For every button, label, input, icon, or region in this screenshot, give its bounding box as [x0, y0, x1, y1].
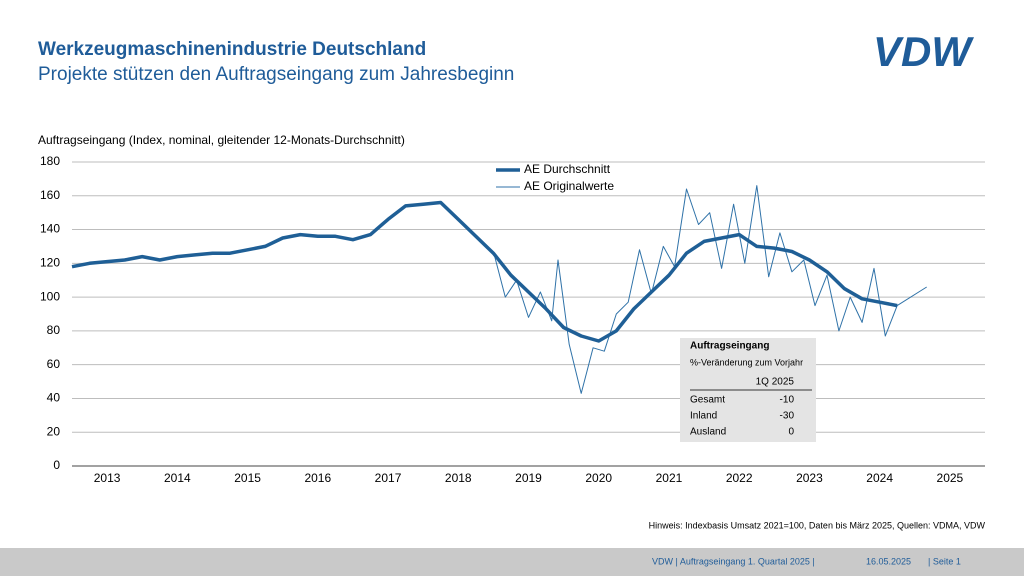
x-tick-label: 2023 — [796, 471, 823, 485]
footer-date: 16.05.2025 — [866, 556, 911, 566]
legend-label: AE Originalwerte — [524, 179, 614, 193]
y-tick-label: 120 — [40, 256, 60, 270]
inset-column: 1Q 2025 — [756, 377, 795, 388]
x-tick-label: 2025 — [937, 471, 964, 485]
title: Werkzeugmaschinenindustrie Deutschland — [38, 39, 426, 60]
x-tick-label: 2022 — [726, 471, 753, 485]
x-tick-label: 2019 — [515, 471, 542, 485]
inset-row-label: Inland — [690, 411, 717, 422]
footer-bar — [0, 548, 1024, 576]
y-tick-label: 80 — [47, 323, 61, 337]
x-tick-label: 2013 — [94, 471, 121, 485]
footer-page: | Seite 1 — [928, 556, 961, 566]
x-tick-label: 2014 — [164, 471, 191, 485]
logo: VDW — [873, 28, 974, 75]
inset-row-value: 0 — [788, 427, 794, 438]
y-tick-label: 0 — [53, 458, 60, 472]
inset-row-value: -30 — [780, 411, 795, 422]
y-tick-label: 160 — [40, 188, 60, 202]
y-tick-label: 100 — [40, 289, 60, 303]
x-tick-label: 2017 — [375, 471, 402, 485]
y-tick-label: 140 — [40, 222, 60, 236]
plot: 0 20 40 60 80 100 120 140 160 180 2013 2014 2015 2016… — [40, 154, 985, 485]
x-tick-label: 2018 — [445, 471, 472, 485]
inset-title: Auftragseingang — [690, 341, 769, 352]
inset-row-value: -10 — [780, 395, 795, 406]
x-tick-label: 2016 — [304, 471, 331, 485]
legend-label: AE Durchschnitt — [524, 162, 611, 176]
series-line — [492, 185, 927, 394]
y-tick-label: 40 — [47, 391, 61, 405]
note: Hinweis: Indexbasis Umsatz 2021=100, Dat… — [649, 520, 986, 530]
footer-text: VDW | Auftragseingang 1. Quartal 2025 | — [652, 556, 815, 566]
x-tick-label: 2021 — [656, 471, 683, 485]
x-tick-label: 2020 — [585, 471, 612, 485]
inset-row-label: Ausland — [690, 427, 726, 438]
subtitle: Projekte stützen den Auftragseingang zum… — [38, 64, 514, 85]
inset-row-label: Gesamt — [690, 395, 725, 406]
inset-subtitle: %-Veränderung zum Vorjahr — [690, 357, 803, 367]
y-tick-label: 180 — [40, 154, 60, 168]
series-line — [71, 200, 898, 343]
x-tick-label: 2024 — [866, 471, 893, 485]
y-tick-label: 20 — [47, 424, 61, 438]
x-tick-label: 2015 — [234, 471, 261, 485]
y-tick-label: 60 — [47, 357, 61, 371]
y-axis-label: Auftragseingang (Index, nominal, gleiten… — [38, 133, 405, 147]
